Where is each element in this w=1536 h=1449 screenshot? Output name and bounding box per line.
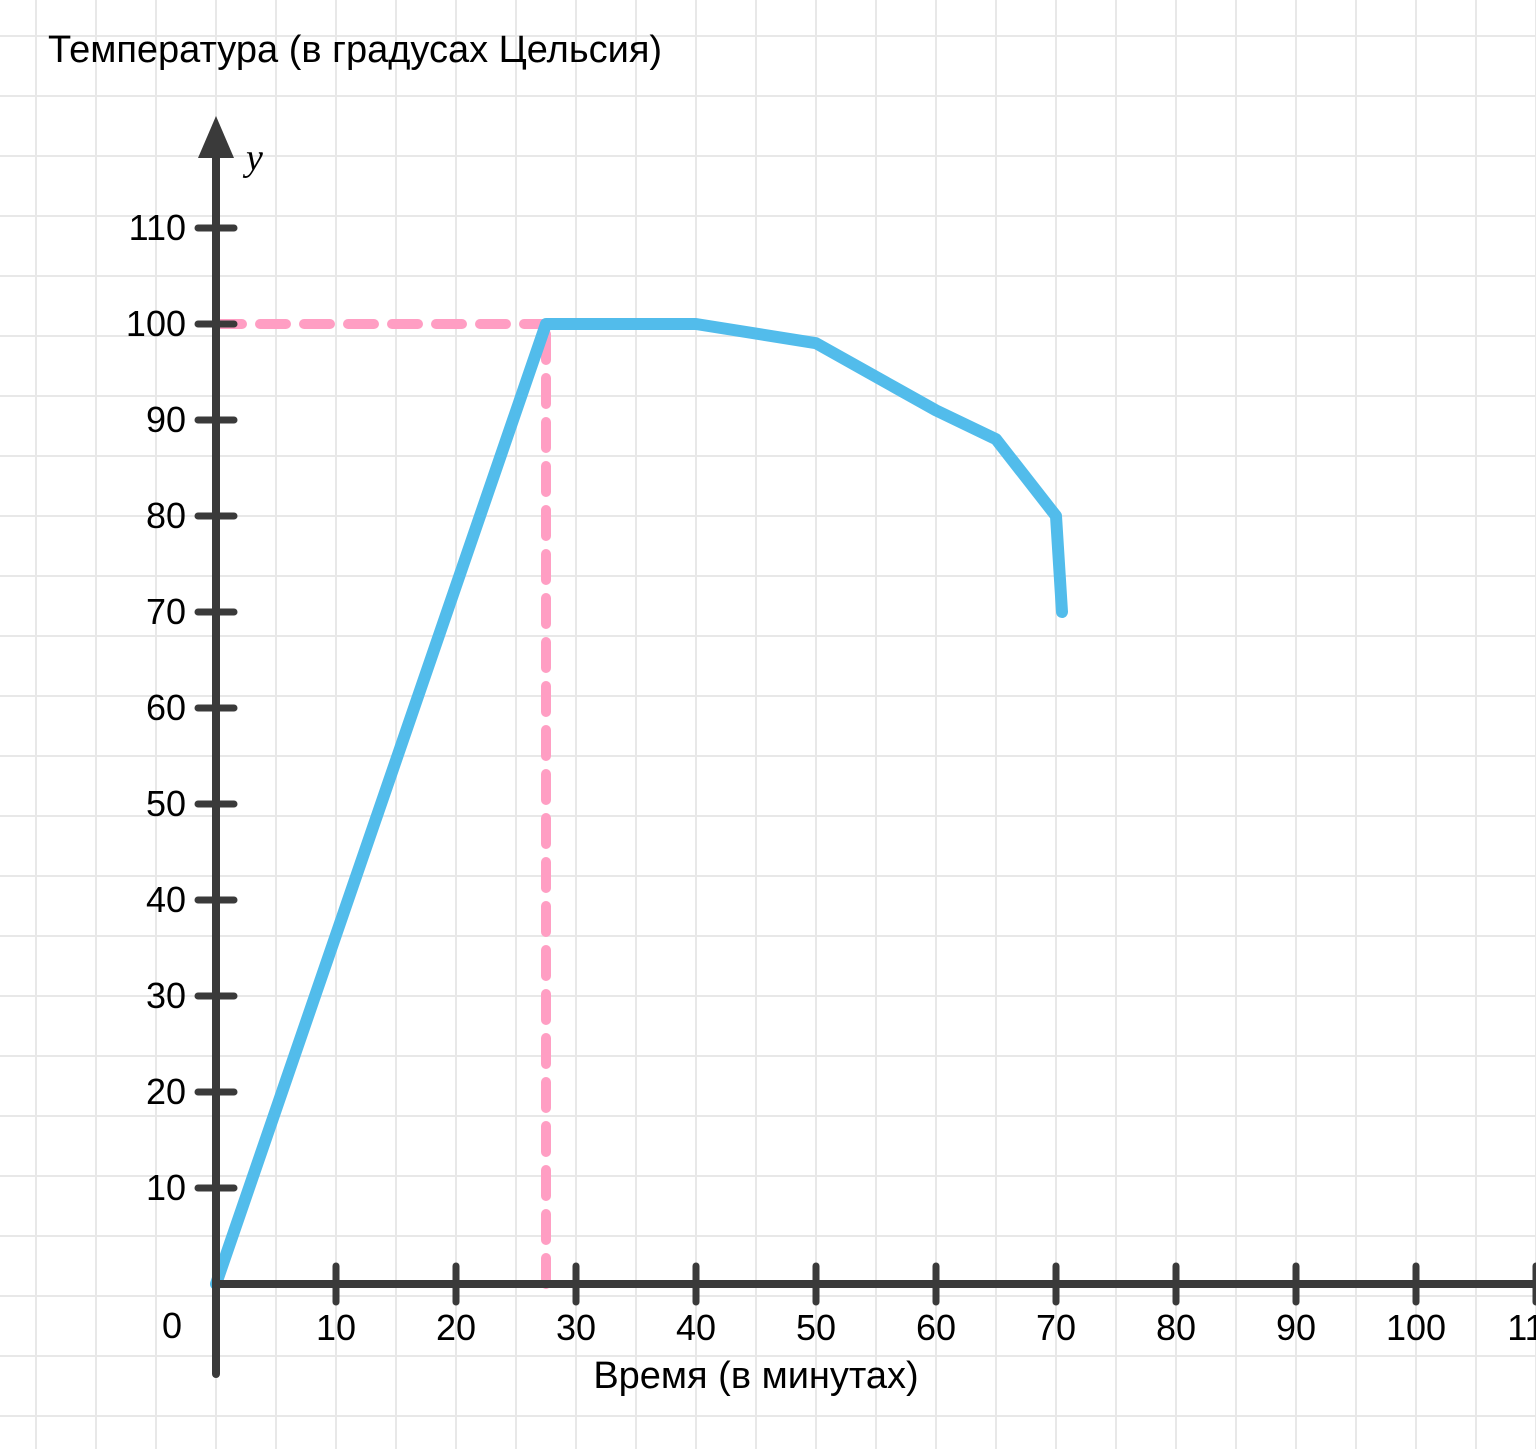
x-tick-label: 20 [436,1307,476,1348]
y-tick-label: 60 [146,687,186,728]
y-tick-label: 20 [146,1071,186,1112]
y-tick-label: 100 [126,303,186,344]
y-tick-label: 40 [146,879,186,920]
temperature-chart: 10 20 30 40 50 60 70 80 90 100 110 10 20 30 40 50 60 70 80… [0,0,1536,1449]
x-tick-label: 50 [796,1307,836,1348]
x-axis-title: Время (в минутах) [593,1355,918,1397]
y-tick-label: 80 [146,495,186,536]
y-tick-label: 70 [146,591,186,632]
chart-container: 10 20 30 40 50 60 70 80 90 100 110 10 20 30 40 50 60 70 80… [0,0,1536,1449]
y-tick-label: 50 [146,783,186,824]
x-tick-label: 30 [556,1307,596,1348]
x-tick-label: 100 [1386,1307,1446,1348]
x-tick-label: 60 [916,1307,956,1348]
y-axis-label: y [242,137,263,179]
origin-label: 0 [162,1305,182,1346]
y-tick-label: 110 [129,207,186,248]
x-tick-label: 110 [1507,1307,1536,1348]
y-tick-label: 90 [146,399,186,440]
y-axis-title: Температура (в градусах Цельсия) [48,29,662,71]
x-tick-label: 10 [316,1307,356,1348]
y-tick-label: 30 [146,975,186,1016]
x-tick-label: 90 [1276,1307,1316,1348]
x-tick-label: 40 [676,1307,716,1348]
x-tick-label: 80 [1156,1307,1196,1348]
x-tick-label: 70 [1036,1307,1076,1348]
y-tick-label: 10 [146,1167,186,1208]
